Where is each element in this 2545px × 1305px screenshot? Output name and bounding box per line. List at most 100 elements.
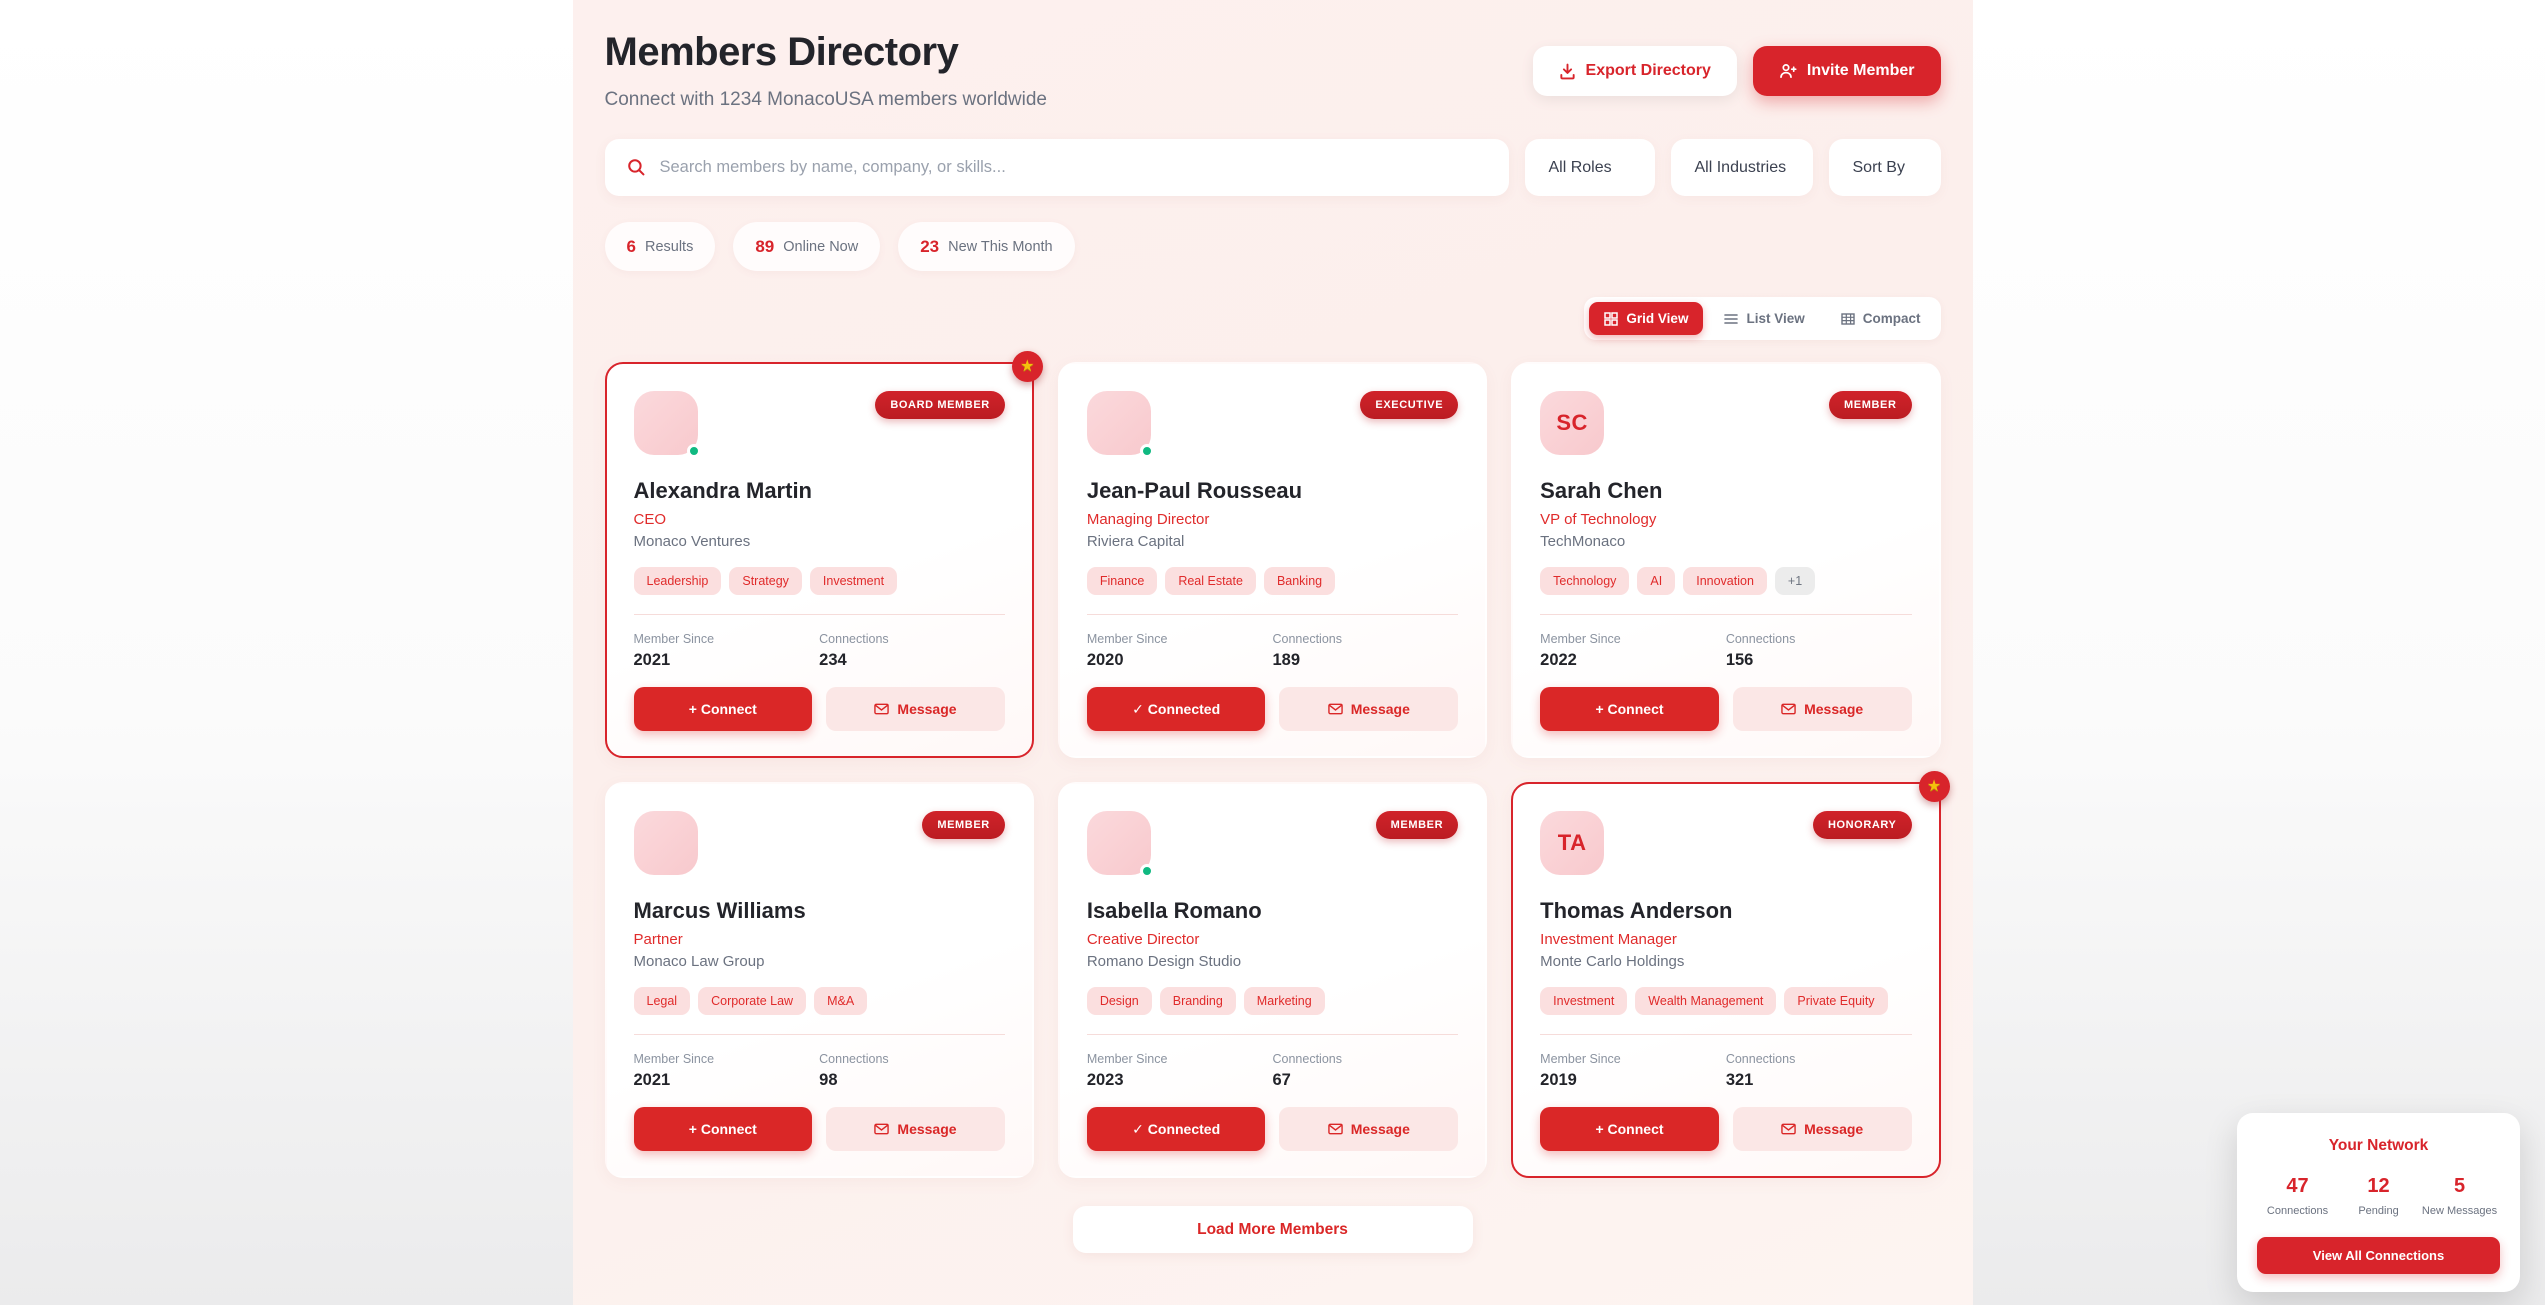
message-label: Message <box>897 1121 957 1137</box>
card-actions: + Connect Message <box>633 687 1005 731</box>
skill-tag: AI <box>1637 567 1676 595</box>
filter-roles-dropdown[interactable]: All Roles <box>1524 139 1655 196</box>
envelope-icon <box>1781 703 1796 715</box>
message-button[interactable]: Message <box>1279 687 1459 731</box>
load-more-row: Load More Members <box>605 1206 1941 1253</box>
card-divider <box>1086 614 1459 615</box>
members-grid: ★ BOARD MEMBER Alexandra Martin CEO Mona… <box>604 351 1950 1178</box>
your-network-panel: Your Network 47 Connections 12 Pending 5… <box>2237 1112 2520 1292</box>
member-since-label: Member Since <box>1540 632 1621 646</box>
card-top: BOARD MEMBER <box>633 391 1005 458</box>
skill-tag: Marketing <box>1243 987 1325 1015</box>
member-name: Marcus Williams <box>633 898 806 923</box>
membership-badge: HONORARY <box>1812 811 1912 839</box>
message-button[interactable]: Message <box>826 687 1005 731</box>
page-title: Members Directory <box>604 30 959 74</box>
member-since-value: 2021 <box>633 1071 671 1089</box>
online-label: Online Now <box>783 238 859 255</box>
skill-tag: Leadership <box>633 567 722 595</box>
network-connections-label: Connections <box>2266 1204 2329 1217</box>
member-since-label: Member Since <box>1540 1052 1621 1066</box>
members-directory-page: Members Directory Connect with 1234 Mona… <box>572 0 1973 1305</box>
connections-block: Connections 234 <box>819 632 1005 670</box>
connect-button[interactable]: + Connect <box>1540 1107 1719 1151</box>
view-toggle-row: Grid View List View Compact <box>605 297 1941 340</box>
skill-tag: Wealth Management <box>1635 987 1777 1015</box>
message-label: Message <box>897 701 957 717</box>
connections-value: 98 <box>819 1071 838 1089</box>
online-status-dot <box>1139 864 1154 878</box>
skill-tag: Strategy <box>729 567 802 595</box>
person-plus-icon <box>1779 63 1797 79</box>
member-company: TechMonaco <box>1540 533 1626 550</box>
skill-tag: Legal <box>633 987 691 1015</box>
member-role: VP of Technology <box>1540 511 1657 528</box>
connect-button[interactable]: ✓ Connected <box>1086 687 1266 731</box>
skill-tags: Finance Real Estate Banking <box>1086 567 1458 595</box>
card-actions: + Connect Message <box>1540 1107 1912 1151</box>
export-directory-button[interactable]: Export Directory <box>1532 46 1737 96</box>
connect-button[interactable]: + Connect <box>1540 687 1719 731</box>
online-status-dot <box>686 444 701 458</box>
header-titles: Members Directory Connect with 1234 Mona… <box>605 30 1048 111</box>
envelope-icon <box>1781 1123 1796 1135</box>
envelope-icon <box>1327 703 1343 715</box>
connections-label: Connections <box>1725 632 1796 646</box>
star-icon: ★ <box>1020 357 1035 375</box>
skill-tag: Innovation <box>1683 567 1767 595</box>
card-divider <box>1540 614 1912 615</box>
skill-tags: Design Branding Marketing <box>1086 987 1458 1015</box>
message-button[interactable]: Message <box>826 1107 1005 1151</box>
membership-badge: MEMBER <box>1829 391 1912 419</box>
avatar <box>1086 811 1154 878</box>
envelope-icon <box>1327 1123 1343 1135</box>
member-card: ★ MEMBER Marcus Williams Partner Monaco … <box>604 782 1034 1178</box>
member-company: Riviera Capital <box>1086 533 1185 550</box>
member-name: Alexandra Martin <box>633 478 813 503</box>
invite-member-button[interactable]: Invite Member <box>1752 46 1941 96</box>
filter-industries-dropdown[interactable]: All Industries <box>1670 139 1813 196</box>
network-connections-value: 47 <box>2286 1174 2309 1197</box>
card-top: SC MEMBER <box>1540 391 1912 455</box>
member-since-value: 2021 <box>633 651 671 669</box>
message-button[interactable]: Message <box>1732 1107 1912 1151</box>
skill-tags: Legal Corporate Law M&A <box>633 987 1005 1015</box>
connect-button[interactable]: + Connect <box>633 687 813 731</box>
message-label: Message <box>1804 701 1864 717</box>
load-more-button[interactable]: Load More Members <box>1072 1206 1473 1253</box>
stat-chip-results: 6 Results <box>604 222 716 271</box>
filter-sort-dropdown[interactable]: Sort By <box>1828 139 1941 196</box>
member-name: Thomas Anderson <box>1540 898 1733 923</box>
grid-view-button[interactable]: Grid View <box>1589 302 1704 335</box>
connect-button[interactable]: ✓ Connected <box>1086 1107 1266 1151</box>
online-count: 89 <box>755 236 775 256</box>
member-since-block: Member Since 2019 <box>1540 1052 1726 1090</box>
compact-view-button[interactable]: Compact <box>1826 302 1936 335</box>
message-button[interactable]: Message <box>1732 687 1912 731</box>
member-card: ★ SC MEMBER Sarah Chen VP of Technology … <box>1511 362 1941 758</box>
member-role: Creative Director <box>1086 931 1200 948</box>
member-since-label: Member Since <box>633 632 715 646</box>
member-since-label: Member Since <box>1086 1052 1168 1066</box>
card-actions: ✓ Connected Message <box>1086 1107 1459 1151</box>
card-meta: Member Since 2019 Connections 321 <box>1540 1052 1911 1090</box>
network-pending-label: Pending <box>2358 1204 2399 1217</box>
list-view-button[interactable]: List View <box>1709 302 1819 335</box>
network-title: Your Network <box>2328 1136 2429 1154</box>
featured-star-badge: ★ <box>1011 351 1043 382</box>
stat-chip-online: 89 Online Now <box>733 222 881 271</box>
connect-button[interactable]: + Connect <box>633 1107 813 1151</box>
message-button[interactable]: Message <box>1279 1107 1459 1151</box>
network-messages-value: 5 <box>2453 1174 2466 1197</box>
member-since-value: 2023 <box>1086 1071 1124 1089</box>
export-directory-label: Export Directory <box>1585 62 1711 79</box>
search-input[interactable] <box>659 158 1487 177</box>
compact-view-label: Compact <box>1862 311 1921 326</box>
member-role: Partner <box>633 931 683 948</box>
results-label: Results <box>644 238 694 255</box>
member-name: Jean-Paul Rousseau <box>1086 478 1303 503</box>
membership-badge: MEMBER <box>922 811 1005 839</box>
card-meta: Member Since 2021 Connections 234 <box>634 632 1005 670</box>
view-all-connections-button[interactable]: View All Connections <box>2257 1237 2500 1274</box>
card-top: MEMBER <box>633 811 1005 875</box>
